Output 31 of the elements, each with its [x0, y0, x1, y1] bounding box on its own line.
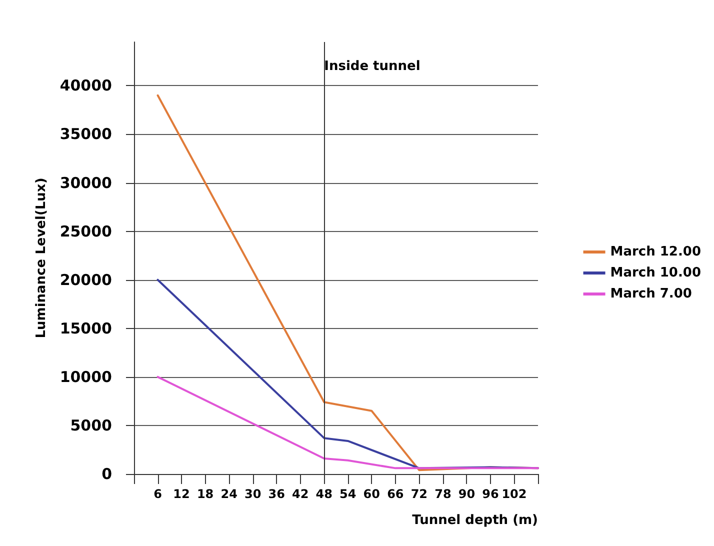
y-tick-label: 5000	[70, 416, 112, 434]
x-tick-label: 54	[340, 487, 356, 501]
y-tick-label: 25000	[60, 222, 112, 240]
x-tick-label: 102	[502, 487, 527, 501]
y-tick-label: 10000	[60, 368, 112, 386]
x-tick-label: 24	[220, 487, 238, 501]
y-axis-title: Luminance Level(Lux)	[34, 178, 49, 338]
x-tick-label: 96	[482, 487, 499, 501]
x-tick-label: 42	[292, 487, 309, 501]
x-tick-label: 90	[458, 487, 476, 501]
legend-label: March 10.00	[610, 266, 702, 280]
y-tick-label: 35000	[60, 125, 112, 144]
legend-label: March 12.00	[610, 244, 702, 260]
legend-label: March 7.00	[610, 286, 692, 302]
x-tick-label: 66	[387, 487, 404, 501]
x-tick-label: 78	[434, 487, 452, 501]
ref-line-label: Inside tunnel	[324, 59, 420, 74]
x-tick-label: 6	[154, 487, 162, 501]
x-axis-title: Tunnel depth (m)	[412, 513, 538, 528]
y-tick-label: 0	[102, 465, 112, 483]
x-tick-label: 36	[268, 487, 285, 501]
y-tick-label: 15000	[60, 319, 112, 338]
x-tick-label: 18	[196, 487, 214, 501]
x-tick-label: 60	[363, 487, 380, 501]
x-tick-label: 72	[410, 487, 428, 501]
y-tick-label: 30000	[60, 174, 112, 192]
y-tick-label: 20000	[60, 270, 112, 289]
x-tick-label: 30	[244, 487, 262, 501]
x-tick-label: 48	[316, 487, 332, 501]
y-tick-label: 40000	[60, 76, 112, 95]
x-tick-label: 12	[173, 487, 190, 501]
